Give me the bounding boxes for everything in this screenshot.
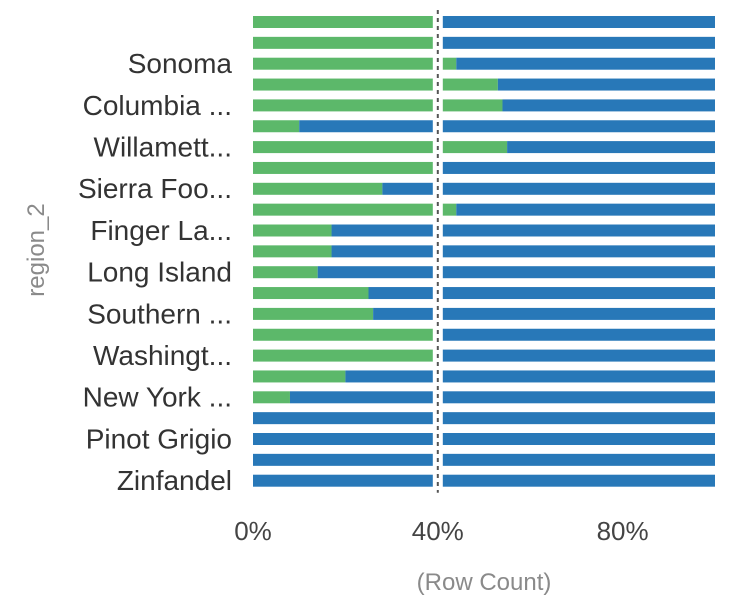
- bar-segment-blue: [373, 307, 715, 320]
- bar-segment-green: [253, 224, 332, 237]
- bars-layer: [253, 16, 715, 487]
- bar-segment-blue: [331, 224, 715, 237]
- y-axis-title: region_2: [23, 203, 50, 296]
- bar-segment-blue: [502, 99, 715, 112]
- bar-segment-green: [253, 36, 434, 49]
- category-label: Sonoma: [128, 48, 233, 79]
- bar-segment-green: [253, 99, 503, 112]
- bar-segment-blue: [289, 391, 715, 404]
- x-tick-label: 80%: [597, 516, 649, 546]
- bar-segment-green: [253, 161, 434, 174]
- x-tick-label: 0%: [234, 516, 272, 546]
- bar-segment-green: [253, 141, 508, 154]
- bar-segment-green: [253, 16, 434, 28]
- bar-segment-blue: [507, 141, 715, 154]
- bar-segment-blue: [433, 16, 715, 28]
- bar-segment-blue: [253, 474, 715, 487]
- bar-segment-green: [253, 182, 383, 195]
- bar-segment-blue: [345, 370, 715, 383]
- category-label: Columbia ...: [83, 90, 232, 121]
- category-label: Sierra Foo...: [78, 173, 232, 204]
- bar-segment-green: [253, 245, 332, 258]
- bar-segment-blue: [317, 266, 715, 279]
- category-label: Finger La...: [90, 215, 232, 246]
- bar-segment-blue: [253, 453, 715, 466]
- bar-segment-green: [253, 328, 434, 341]
- category-label: Long Island: [87, 257, 232, 288]
- bar-segment-blue: [253, 412, 715, 425]
- bar-segment-blue: [368, 287, 715, 300]
- bar-segment-green: [253, 78, 498, 91]
- reference-line-layer: [432, 10, 443, 493]
- bar-segment-green: [253, 203, 457, 216]
- bar-segment-blue: [433, 36, 715, 49]
- bar-segment-green: [253, 307, 374, 320]
- bar-segment-green: [253, 349, 443, 362]
- x-axis-title: (Row Count): [417, 569, 552, 596]
- bar-segment-blue: [331, 245, 715, 258]
- x-tick-labels: 0% 40% 80%: [234, 516, 648, 546]
- bar-segment-blue: [433, 328, 715, 341]
- category-label: Washingt...: [93, 340, 232, 371]
- bar-segment-blue: [456, 57, 715, 70]
- bar-segment-green: [253, 266, 318, 279]
- category-label: Willamett...: [94, 131, 232, 162]
- category-label: Pinot Grigio: [86, 423, 232, 454]
- bar-segment-blue: [433, 161, 715, 174]
- x-tick-label: 40%: [412, 516, 464, 546]
- bar-segment-green: [253, 391, 290, 404]
- category-labels: Sonoma Columbia ... Willamett... Sierra Foo…: [78, 48, 232, 496]
- bar-segment-blue: [442, 349, 715, 362]
- category-label: Southern ...: [87, 298, 232, 329]
- bar-segment-blue: [497, 78, 715, 91]
- bar-segment-blue: [299, 120, 715, 133]
- bar-segment-blue: [456, 203, 715, 216]
- bar-segment-blue: [382, 182, 715, 195]
- category-label: New York ...: [83, 382, 232, 413]
- bar-segment-green: [253, 287, 369, 300]
- bar-segment-blue: [253, 433, 715, 445]
- category-label: Zinfandel: [117, 465, 232, 496]
- bar-segment-green: [253, 120, 300, 133]
- bar-segment-green: [253, 370, 346, 383]
- bar-segment-green: [253, 57, 457, 70]
